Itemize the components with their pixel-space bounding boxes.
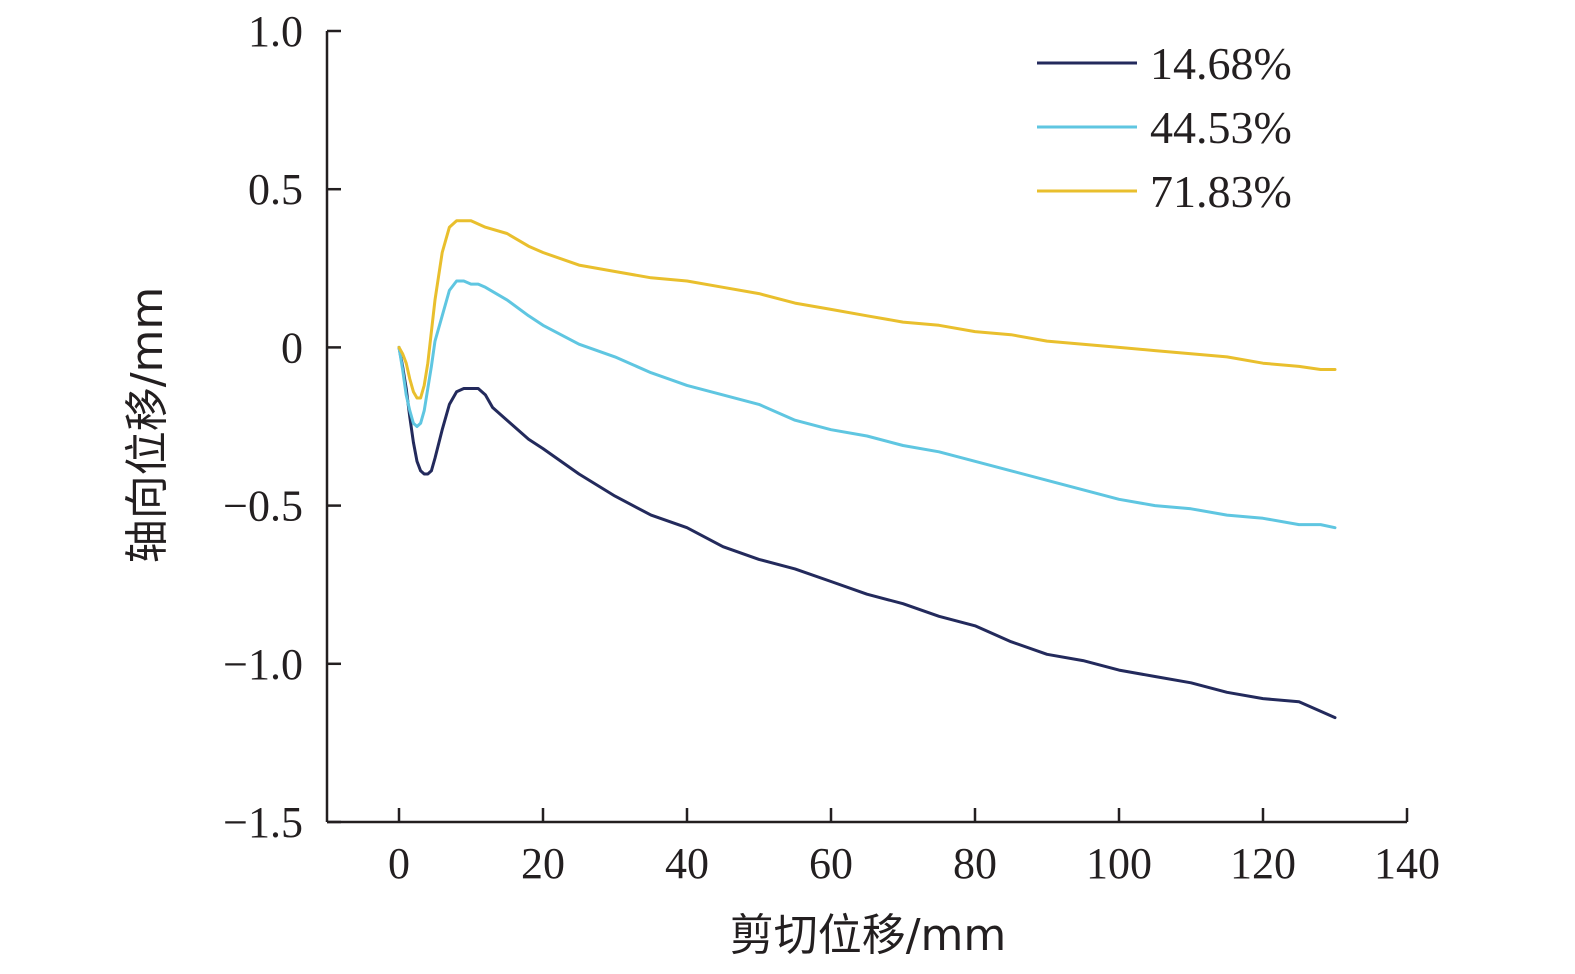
legend-label: 44.53% — [1150, 102, 1292, 153]
legend-label: 71.83% — [1150, 166, 1292, 217]
y-tick-label: −1.0 — [223, 640, 303, 689]
series-line-3 — [397, 219, 1337, 400]
x-tick-label: 60 — [809, 839, 853, 888]
y-axis: 1.0 0.5 0 −0.5 −1.0 −1.5 — [223, 7, 341, 847]
series-line-2 — [397, 279, 1337, 530]
y-tick-label: 0 — [281, 323, 303, 372]
x-tick-label: 100 — [1086, 839, 1152, 888]
y-axis-title: 轴向位移/mm — [122, 287, 173, 564]
y-tick-label: 1.0 — [248, 7, 303, 56]
series-line-1 — [397, 345, 1337, 720]
y-tick-label: −1.5 — [223, 798, 303, 847]
x-tick-label: 120 — [1230, 839, 1296, 888]
legend-item-2: 44.53% — [1037, 102, 1292, 153]
plot-area — [397, 219, 1337, 720]
x-tick-label: 140 — [1374, 839, 1440, 888]
legend-label: 14.68% — [1150, 38, 1292, 89]
legend-item-1: 14.68% — [1037, 38, 1292, 89]
legend-item-3: 71.83% — [1037, 166, 1292, 217]
x-axis: 0 20 40 60 80 100 120 140 — [327, 808, 1440, 888]
x-tick-label: 80 — [953, 839, 997, 888]
x-axis-title: 剪切位移/mm — [730, 910, 1007, 961]
x-tick-label: 20 — [521, 839, 565, 888]
y-tick-label: −0.5 — [223, 482, 303, 531]
legend: 14.68% 44.53% 71.83% — [1037, 38, 1292, 217]
x-tick-label: 0 — [388, 839, 410, 888]
x-tick-label: 40 — [665, 839, 709, 888]
y-tick-label: 0.5 — [248, 165, 303, 214]
